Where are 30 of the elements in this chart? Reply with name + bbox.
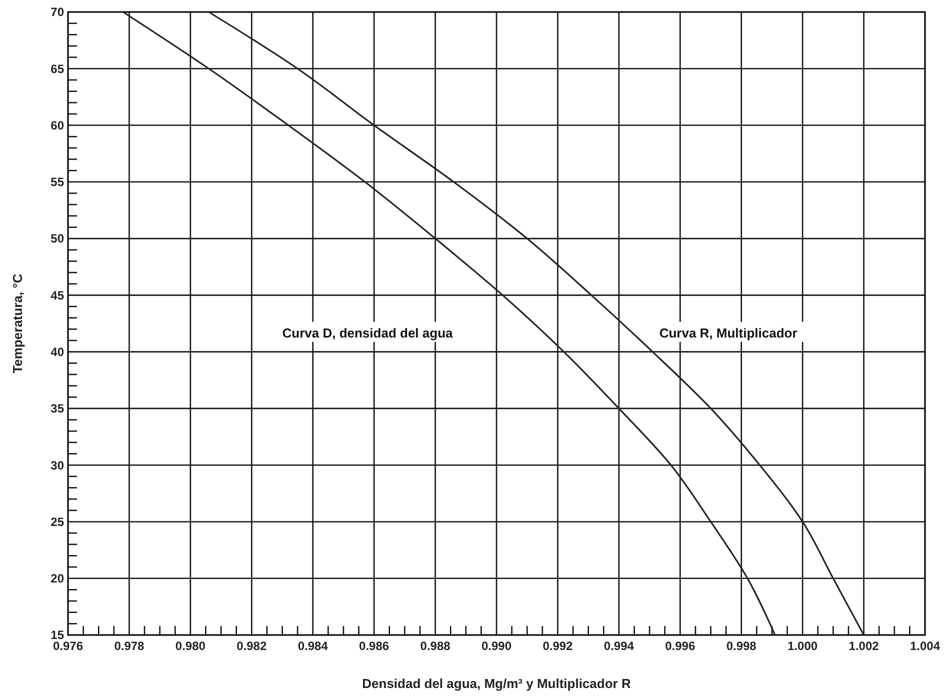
line-series <box>208 11 865 636</box>
x-tick-label: 0.988 <box>420 639 451 653</box>
x-tick-label: 0.990 <box>481 639 512 653</box>
x-tick-label: 0.992 <box>542 639 574 653</box>
y-tick-label: 30 <box>50 458 64 472</box>
x-tick-label: 1.002 <box>848 639 880 653</box>
y-tick-label: 40 <box>50 345 64 360</box>
x-tick-label: 0.984 <box>298 639 328 653</box>
y-tick-label: 50 <box>50 232 64 246</box>
y-tick-label: 45 <box>50 288 64 302</box>
annotation: Curva D, densidad del agua <box>282 325 454 340</box>
x-tick-label: 0.994 <box>604 639 634 653</box>
y-tick-label: 25 <box>50 514 64 529</box>
y-tick-label: 60 <box>50 118 64 132</box>
y-tick-label: 65 <box>50 62 64 76</box>
x-tick-label: 0.980 <box>175 639 206 653</box>
annotation: Curva R, Multiplicador <box>659 325 798 340</box>
x-tick-label: 0.986 <box>359 639 390 653</box>
x-tick-label: 1.000 <box>788 639 818 653</box>
y-tick-label: 35 <box>50 402 64 416</box>
y-axis-title: Temperatura, °C <box>10 273 25 374</box>
y-tick-label: 70 <box>50 5 64 20</box>
x-tick-label: 0.982 <box>236 639 267 653</box>
x-tick-label: 0.996 <box>665 639 696 653</box>
x-tick-label: 0.998 <box>726 639 757 653</box>
y-tick-label: 55 <box>50 175 64 190</box>
y-tick-label: 20 <box>50 572 64 586</box>
x-tick-label: 1.004 <box>910 639 940 653</box>
x-axis-title: Densidad del agua, Mg/m³ y Multiplicador R <box>362 676 632 691</box>
x-tick-label: 0.978 <box>114 639 145 653</box>
